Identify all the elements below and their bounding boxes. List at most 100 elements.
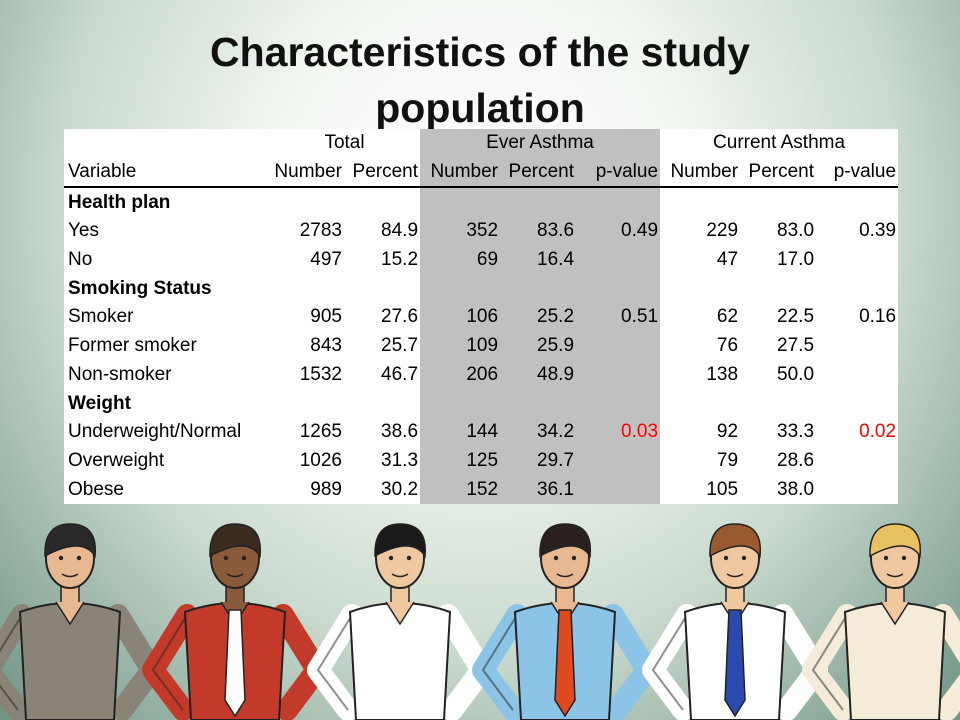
table-cell: 16.4	[500, 245, 577, 275]
table-cell: 1026	[299, 449, 342, 471]
person-woman-blonde	[802, 523, 960, 720]
table-cell: 352	[420, 217, 501, 246]
table-cell: 497	[310, 249, 342, 271]
column-header-7: Percent	[740, 157, 817, 189]
column-header-2: Percent	[344, 157, 421, 189]
table-cell: 1532	[299, 363, 342, 385]
table-cell: 48.9	[500, 360, 577, 390]
table-cell	[576, 446, 661, 476]
table-cell: 109	[420, 331, 501, 361]
table-cell: 25.9	[500, 331, 577, 361]
table-cell: 989	[310, 478, 342, 500]
row-label: Yes	[68, 220, 99, 242]
table-cell: 46.7	[381, 363, 419, 385]
table-cell: 0.03	[576, 417, 661, 447]
column-header-1: Number	[269, 157, 344, 189]
table-cell	[269, 389, 344, 418]
table-cell: 25.2	[500, 303, 577, 332]
table-cell: 84.9	[381, 220, 419, 242]
table-cell	[816, 475, 898, 504]
table-cell	[576, 187, 661, 218]
column-header-row: Variable Number Percent Number Percent p-valu…	[64, 157, 899, 189]
characteristics-table: Total Ever Asthma Current Asthma Variable Nu…	[64, 129, 899, 504]
table-cell: 47	[716, 249, 739, 271]
column-header-3: Number	[420, 157, 501, 189]
table-cell: 83.6	[500, 217, 577, 246]
table-cell: 33.3	[777, 421, 815, 443]
table-cell	[500, 389, 577, 418]
table-cell: 22.5	[777, 306, 815, 328]
slide-title-line-1: Characteristics of the study	[210, 29, 750, 75]
group-header-2: Current Asthma	[713, 132, 846, 154]
table-row: No 497 15.2 69 16.4 47 17.0	[64, 245, 898, 275]
table-cell	[576, 274, 661, 304]
table-cell: 50.0	[777, 363, 815, 385]
group-header-1: Ever Asthma	[420, 129, 661, 158]
table-cell: 106	[420, 303, 501, 332]
section-row: Health plan	[64, 187, 898, 218]
table-cell: 36.1	[500, 475, 577, 504]
table-cell	[500, 187, 577, 218]
table-cell: 138	[706, 363, 739, 385]
column-header-0: Variable	[64, 157, 269, 189]
table-cell	[660, 187, 740, 217]
table-cell: 79	[716, 449, 739, 471]
group-header-empty	[64, 129, 269, 158]
table-cell: 29.7	[500, 446, 577, 476]
group-header-0: Total	[324, 132, 365, 154]
table-cell	[269, 274, 344, 303]
table-cell: 144	[420, 417, 501, 447]
section-row: Smoking Status	[64, 274, 898, 304]
table-row: Non-smoker 1532 46.7 206 48.9 138 50.0	[64, 360, 898, 390]
table-cell: 34.2	[500, 417, 577, 447]
table-cell	[269, 187, 344, 217]
row-label: No	[68, 249, 93, 271]
row-label: Smoker	[68, 306, 134, 328]
table-cell: 76	[716, 335, 739, 357]
table-cell: 125	[420, 446, 501, 476]
table-cell: 152	[420, 475, 501, 504]
slide-title: Characteristics of the study population	[0, 24, 960, 136]
table-row: Obese 989 30.2 152 36.1 105 38.0	[64, 475, 898, 504]
table-cell: 0.16	[859, 306, 897, 328]
row-label: Obese	[68, 478, 124, 500]
table-row: Smoker 905 27.6 106 25.2 0.51 62 22.5 0.16	[64, 303, 898, 332]
table-cell	[740, 187, 816, 217]
table-row: Overweight 1026 31.3 125 29.7 79 28.6	[64, 446, 898, 476]
table-cell	[576, 475, 661, 504]
table-cell	[816, 274, 898, 303]
table-cell	[500, 274, 577, 304]
table-cell: 30.2	[381, 478, 419, 500]
slide-title-line-2: population	[375, 85, 585, 131]
table-cell	[816, 447, 898, 476]
group-header-row: Total Ever Asthma Current Asthma	[64, 129, 898, 158]
table-cell: 0.51	[576, 303, 661, 332]
person-man-blue-shirt-glasses	[472, 523, 658, 720]
table-cell: 206	[420, 360, 501, 390]
table-row: Underweight/Normal 1265 38.6 144 34.2 0.03 92 3…	[64, 417, 898, 447]
table-cell	[576, 389, 661, 418]
table-cell	[816, 187, 898, 217]
table-cell: 1265	[299, 421, 342, 443]
table-cell: 69	[420, 245, 501, 275]
table-row: Former smoker 843 25.7 109 25.9 76 27.5	[64, 331, 898, 361]
table-cell: 105	[706, 478, 739, 500]
table-cell	[816, 389, 898, 418]
table-cell: 25.7	[381, 335, 419, 357]
table-cell	[660, 274, 740, 303]
table-cell	[344, 274, 420, 303]
table-cell	[576, 331, 661, 361]
table-cell	[816, 332, 898, 361]
table-cell	[344, 389, 420, 418]
person-woman-white-top	[307, 523, 493, 720]
table-cell: 83.0	[777, 220, 815, 242]
person-man-red-shirt	[142, 523, 328, 720]
column-header-4: Percent	[500, 157, 577, 189]
row-label: Smoking Status	[68, 277, 212, 299]
row-label: Former smoker	[68, 335, 197, 357]
table-cell: 27.5	[777, 335, 815, 357]
table-cell: 0.49	[576, 217, 661, 246]
table-cell: 38.6	[381, 421, 419, 443]
row-label: Overweight	[68, 449, 165, 471]
row-label: Non-smoker	[68, 363, 172, 385]
